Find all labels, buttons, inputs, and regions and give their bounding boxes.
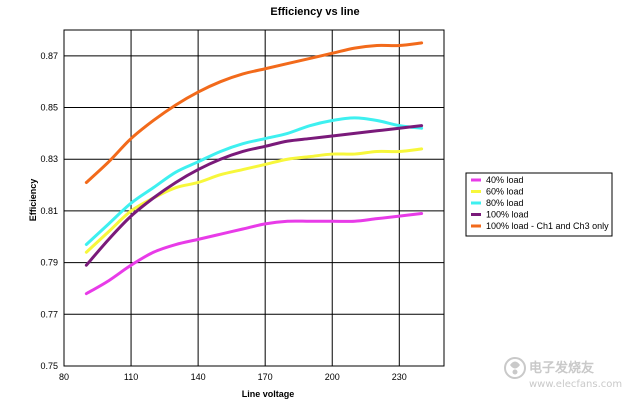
x-tick-label: 200	[325, 372, 340, 382]
y-tick-label: 0.83	[40, 154, 58, 164]
watermark: 电子发烧友 www.elecfans.com	[504, 357, 622, 390]
chart-title: Efficiency vs line	[270, 6, 359, 18]
y-tick-label: 0.81	[40, 206, 58, 216]
legend-entry: 80% load	[486, 198, 524, 208]
y-tick-label: 0.79	[40, 258, 58, 268]
y-tick-label: 0.87	[40, 51, 58, 61]
series-line-4	[84, 41, 424, 184]
axis-ticks: 80 110 140 170 200 230 0.75 0.77 0.79 0.81 0.83 0.8…	[40, 51, 406, 382]
plot-area	[63, 29, 445, 367]
legend-entry: 100% load - Ch1 and Ch3 only	[486, 221, 609, 231]
series-line-0	[84, 212, 424, 296]
elecfans-logo-icon	[504, 357, 526, 379]
y-tick-label: 0.75	[40, 361, 58, 371]
legend-entry: 40% load	[486, 175, 524, 185]
y-axis-label: Efficiency	[28, 179, 38, 222]
x-tick-label: 170	[258, 372, 273, 382]
legend-box	[465, 172, 613, 237]
y-tick-label: 0.85	[40, 103, 58, 113]
series-line-3	[84, 124, 424, 267]
watermark-line1: 电子发烧友	[529, 360, 594, 376]
y-tick-label: 0.77	[40, 309, 58, 319]
series-line-1	[84, 147, 424, 254]
x-axis-label: Line voltage	[242, 389, 295, 399]
grid	[63, 30, 444, 367]
legend-entry: 100% load	[486, 210, 529, 220]
legend-entry: 60% load	[486, 187, 524, 197]
series-lines	[84, 41, 424, 296]
watermark-line2: www.elecfans.com	[529, 379, 622, 390]
x-tick-label: 80	[59, 372, 69, 382]
x-tick-label: 140	[191, 372, 206, 382]
x-tick-label: 230	[392, 372, 407, 382]
series-line-2	[84, 116, 424, 247]
x-tick-label: 110	[124, 372, 138, 382]
